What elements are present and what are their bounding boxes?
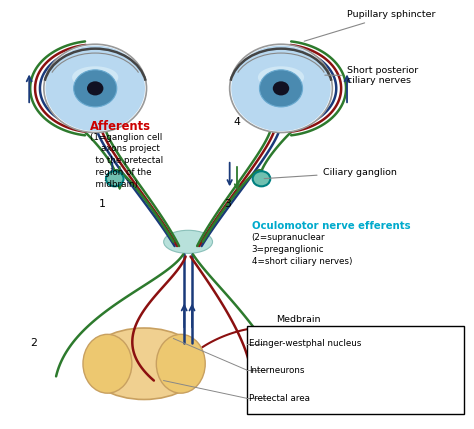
Circle shape [87, 82, 103, 95]
Circle shape [230, 44, 332, 133]
Text: Oculomotor nerve efferents: Oculomotor nerve efferents [252, 221, 410, 231]
Circle shape [259, 70, 302, 107]
FancyBboxPatch shape [247, 326, 465, 414]
Ellipse shape [258, 66, 304, 88]
Circle shape [73, 70, 117, 107]
Text: Medbrain: Medbrain [276, 315, 320, 324]
Circle shape [273, 82, 289, 95]
Circle shape [231, 45, 331, 131]
Text: Ciliary ganglion: Ciliary ganglion [264, 168, 396, 178]
Circle shape [106, 171, 124, 186]
Text: (1=ganglion cell
    axons project
  to the pretectal
  region of the
  midbrain: (1=ganglion cell axons project to the pr… [91, 133, 164, 189]
Circle shape [44, 44, 146, 133]
Ellipse shape [72, 66, 118, 88]
Text: Edinger-westphal nucleus: Edinger-westphal nucleus [249, 339, 362, 348]
Text: (2=supranuclear
3=preganglionic
4=short ciliary nerves): (2=supranuclear 3=preganglionic 4=short … [252, 233, 352, 266]
Text: Short posterior
ciliary nerves: Short posterior ciliary nerves [325, 66, 418, 85]
Text: 3: 3 [224, 199, 231, 209]
Text: Pupillary sphincter: Pupillary sphincter [304, 10, 436, 41]
Text: Afferents: Afferents [91, 120, 151, 133]
Ellipse shape [83, 334, 132, 393]
Circle shape [253, 171, 270, 186]
Text: 2: 2 [31, 338, 37, 348]
Ellipse shape [164, 230, 212, 254]
Text: 1: 1 [99, 199, 106, 209]
Text: Interneurons: Interneurons [249, 366, 305, 375]
Text: Pretectal area: Pretectal area [249, 394, 310, 403]
Ellipse shape [156, 334, 205, 393]
Circle shape [46, 45, 145, 131]
Text: 4: 4 [234, 117, 240, 127]
Ellipse shape [85, 328, 203, 399]
